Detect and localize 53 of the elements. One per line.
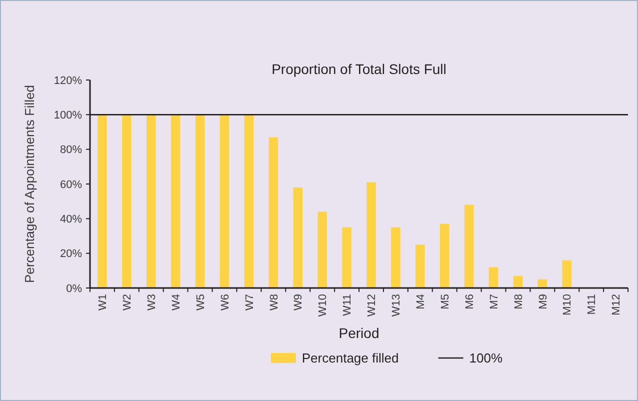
y-tick-label: 60% (60, 178, 82, 191)
x-tick-label: W4 (170, 294, 182, 310)
bar (440, 224, 450, 288)
bar (391, 227, 400, 288)
bar (146, 114, 156, 288)
y-tick-label: 120% (54, 74, 82, 87)
x-tick-label: W5 (194, 294, 207, 310)
x-tick-label: M8 (512, 294, 525, 310)
bar (268, 137, 278, 288)
bar (98, 114, 107, 288)
chart-title: Proportion of Total Slots Full (272, 61, 446, 77)
x-tick-label: W8 (268, 294, 280, 310)
y-tick-label: 80% (60, 144, 82, 156)
bar (415, 244, 425, 288)
y-axis-title: Percentage of Appointments Filled (22, 84, 37, 284)
x-tick-label: M4 (414, 294, 427, 310)
bar (318, 212, 327, 288)
x-tick-label: W3 (146, 294, 158, 310)
x-tick-label: M10 (562, 294, 574, 316)
bar (366, 182, 376, 288)
x-tick-label: W9 (292, 294, 305, 310)
bar (195, 114, 205, 288)
bar (244, 114, 254, 288)
y-tick-label: 0% (66, 282, 82, 295)
x-axis-title: Period (338, 325, 380, 341)
bar (488, 267, 498, 288)
x-tick-label: W6 (219, 294, 232, 310)
x-tick-label: W13 (390, 294, 403, 317)
x-tick-label: M11 (586, 294, 598, 315)
bar (293, 187, 303, 288)
x-tick-label: W11 (342, 294, 354, 316)
x-tick-label: M5 (439, 294, 452, 310)
x-tick-label: W10 (317, 294, 330, 317)
bar (220, 114, 230, 288)
x-tick-label: W7 (244, 294, 256, 310)
x-tick-label: W1 (97, 294, 110, 310)
legend-label: 100% (469, 350, 503, 366)
x-tick-label: M7 (488, 294, 500, 310)
legend-label: Percentage filled (302, 350, 399, 366)
x-tick-label: W12 (366, 294, 378, 317)
x-tick-label: M6 (464, 294, 476, 310)
bar (513, 276, 523, 288)
x-tick-label: M9 (537, 294, 550, 310)
bar (562, 260, 572, 288)
x-tick-label: W2 (122, 294, 134, 310)
x-tick-label: M12 (610, 294, 623, 316)
y-tick-label: 40% (60, 214, 82, 226)
bar (122, 114, 132, 288)
bar (170, 114, 180, 288)
bar (342, 227, 352, 288)
bar (464, 204, 474, 288)
y-tick-label: 20% (60, 248, 82, 260)
y-tick-label: 100% (54, 110, 82, 122)
